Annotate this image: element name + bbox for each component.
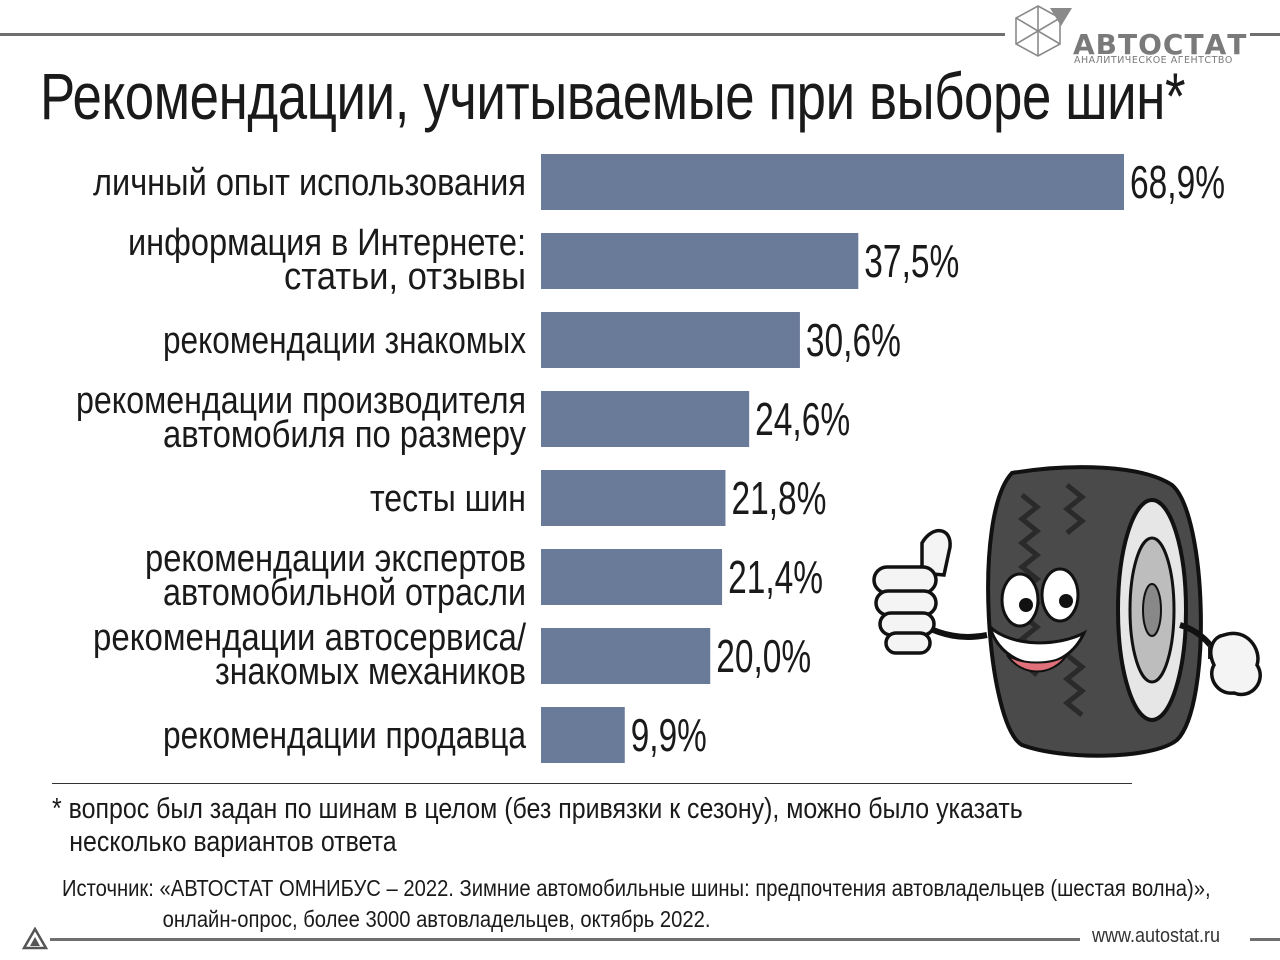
bar-5 bbox=[541, 470, 726, 526]
category-label-8: рекомендации продавца bbox=[163, 715, 527, 757]
bar-8 bbox=[541, 707, 625, 763]
category-label-4-line-1: рекомендации производителя bbox=[76, 380, 526, 422]
category-label-7-line-1: рекомендации автосервиса/ bbox=[93, 617, 526, 659]
category-label-2-line-1: информация в Интернете: bbox=[128, 222, 526, 264]
category-label-1: личный опыт использования bbox=[93, 162, 526, 204]
value-label-2: 37,5% bbox=[864, 235, 959, 287]
value-label-5: 21,8% bbox=[731, 472, 826, 524]
value-label-8: 9,9% bbox=[631, 709, 707, 761]
brand-name: АВТОСТАТ bbox=[1073, 28, 1248, 61]
footnote-line-2: несколько вариантов ответа bbox=[69, 826, 397, 858]
bar-7 bbox=[541, 628, 711, 684]
bottom-rule-right bbox=[1250, 938, 1280, 941]
category-label-6-line-2: автомобильной отрасли bbox=[163, 572, 526, 614]
source-note: Источник: «АВТОСТАТ ОМНИБУС – 2022. Зимн… bbox=[62, 873, 1211, 935]
chart-title: Рекомендации, учитываемые при выборе шин… bbox=[40, 59, 1186, 133]
bar-chart: 68,9% личный опыт использования 37,5% инфор… bbox=[76, 154, 1225, 763]
category-label-7-line-2: знакомых механиков bbox=[215, 651, 526, 693]
value-label-6: 21,4% bbox=[728, 551, 823, 603]
top-rule-right bbox=[1250, 33, 1280, 36]
value-label-7: 20,0% bbox=[716, 630, 811, 682]
triangle-logo-icon bbox=[22, 927, 48, 950]
bar-4 bbox=[541, 391, 750, 447]
value-label-1: 68,9% bbox=[1130, 156, 1225, 208]
bar-3 bbox=[541, 312, 800, 368]
website-link[interactable]: www.autostat.ru bbox=[1092, 925, 1221, 947]
category-label-3: рекомендации знакомых bbox=[163, 320, 526, 362]
category-label-4-line-2: автомобиля по размеру bbox=[163, 414, 526, 456]
value-label-4: 24,6% bbox=[755, 393, 850, 445]
footnote: * вопрос был задан по шинам в целом (без… bbox=[52, 793, 1041, 859]
footnote-divider bbox=[52, 783, 1132, 784]
top-rule bbox=[0, 33, 1005, 36]
category-label-2-line-2: статьи, отзывы bbox=[284, 256, 526, 298]
bottom-rule bbox=[50, 938, 1080, 941]
value-label-3: 30,6% bbox=[806, 314, 901, 366]
tire-mascot-icon bbox=[872, 465, 1262, 758]
bar-6 bbox=[541, 549, 723, 605]
source-line-2: онлайн-опрос, более 3000 автовладельцев,… bbox=[162, 906, 711, 932]
footnote-line-1: * вопрос был задан по шинам в целом (без… bbox=[52, 793, 1023, 825]
bar-2 bbox=[541, 233, 859, 289]
source-line-1: Источник: «АВТОСТАТ ОМНИБУС – 2022. Зимн… bbox=[62, 875, 1211, 901]
brand-subtitle: АНАЛИТИЧЕСКОЕ АГЕНТСТВО bbox=[1074, 55, 1233, 66]
category-label-5: тесты шин bbox=[370, 478, 526, 520]
autostat-logo-icon bbox=[1015, 5, 1072, 57]
category-label-6-line-1: рекомендации экспертов bbox=[145, 538, 526, 580]
bar-1 bbox=[541, 154, 1124, 210]
